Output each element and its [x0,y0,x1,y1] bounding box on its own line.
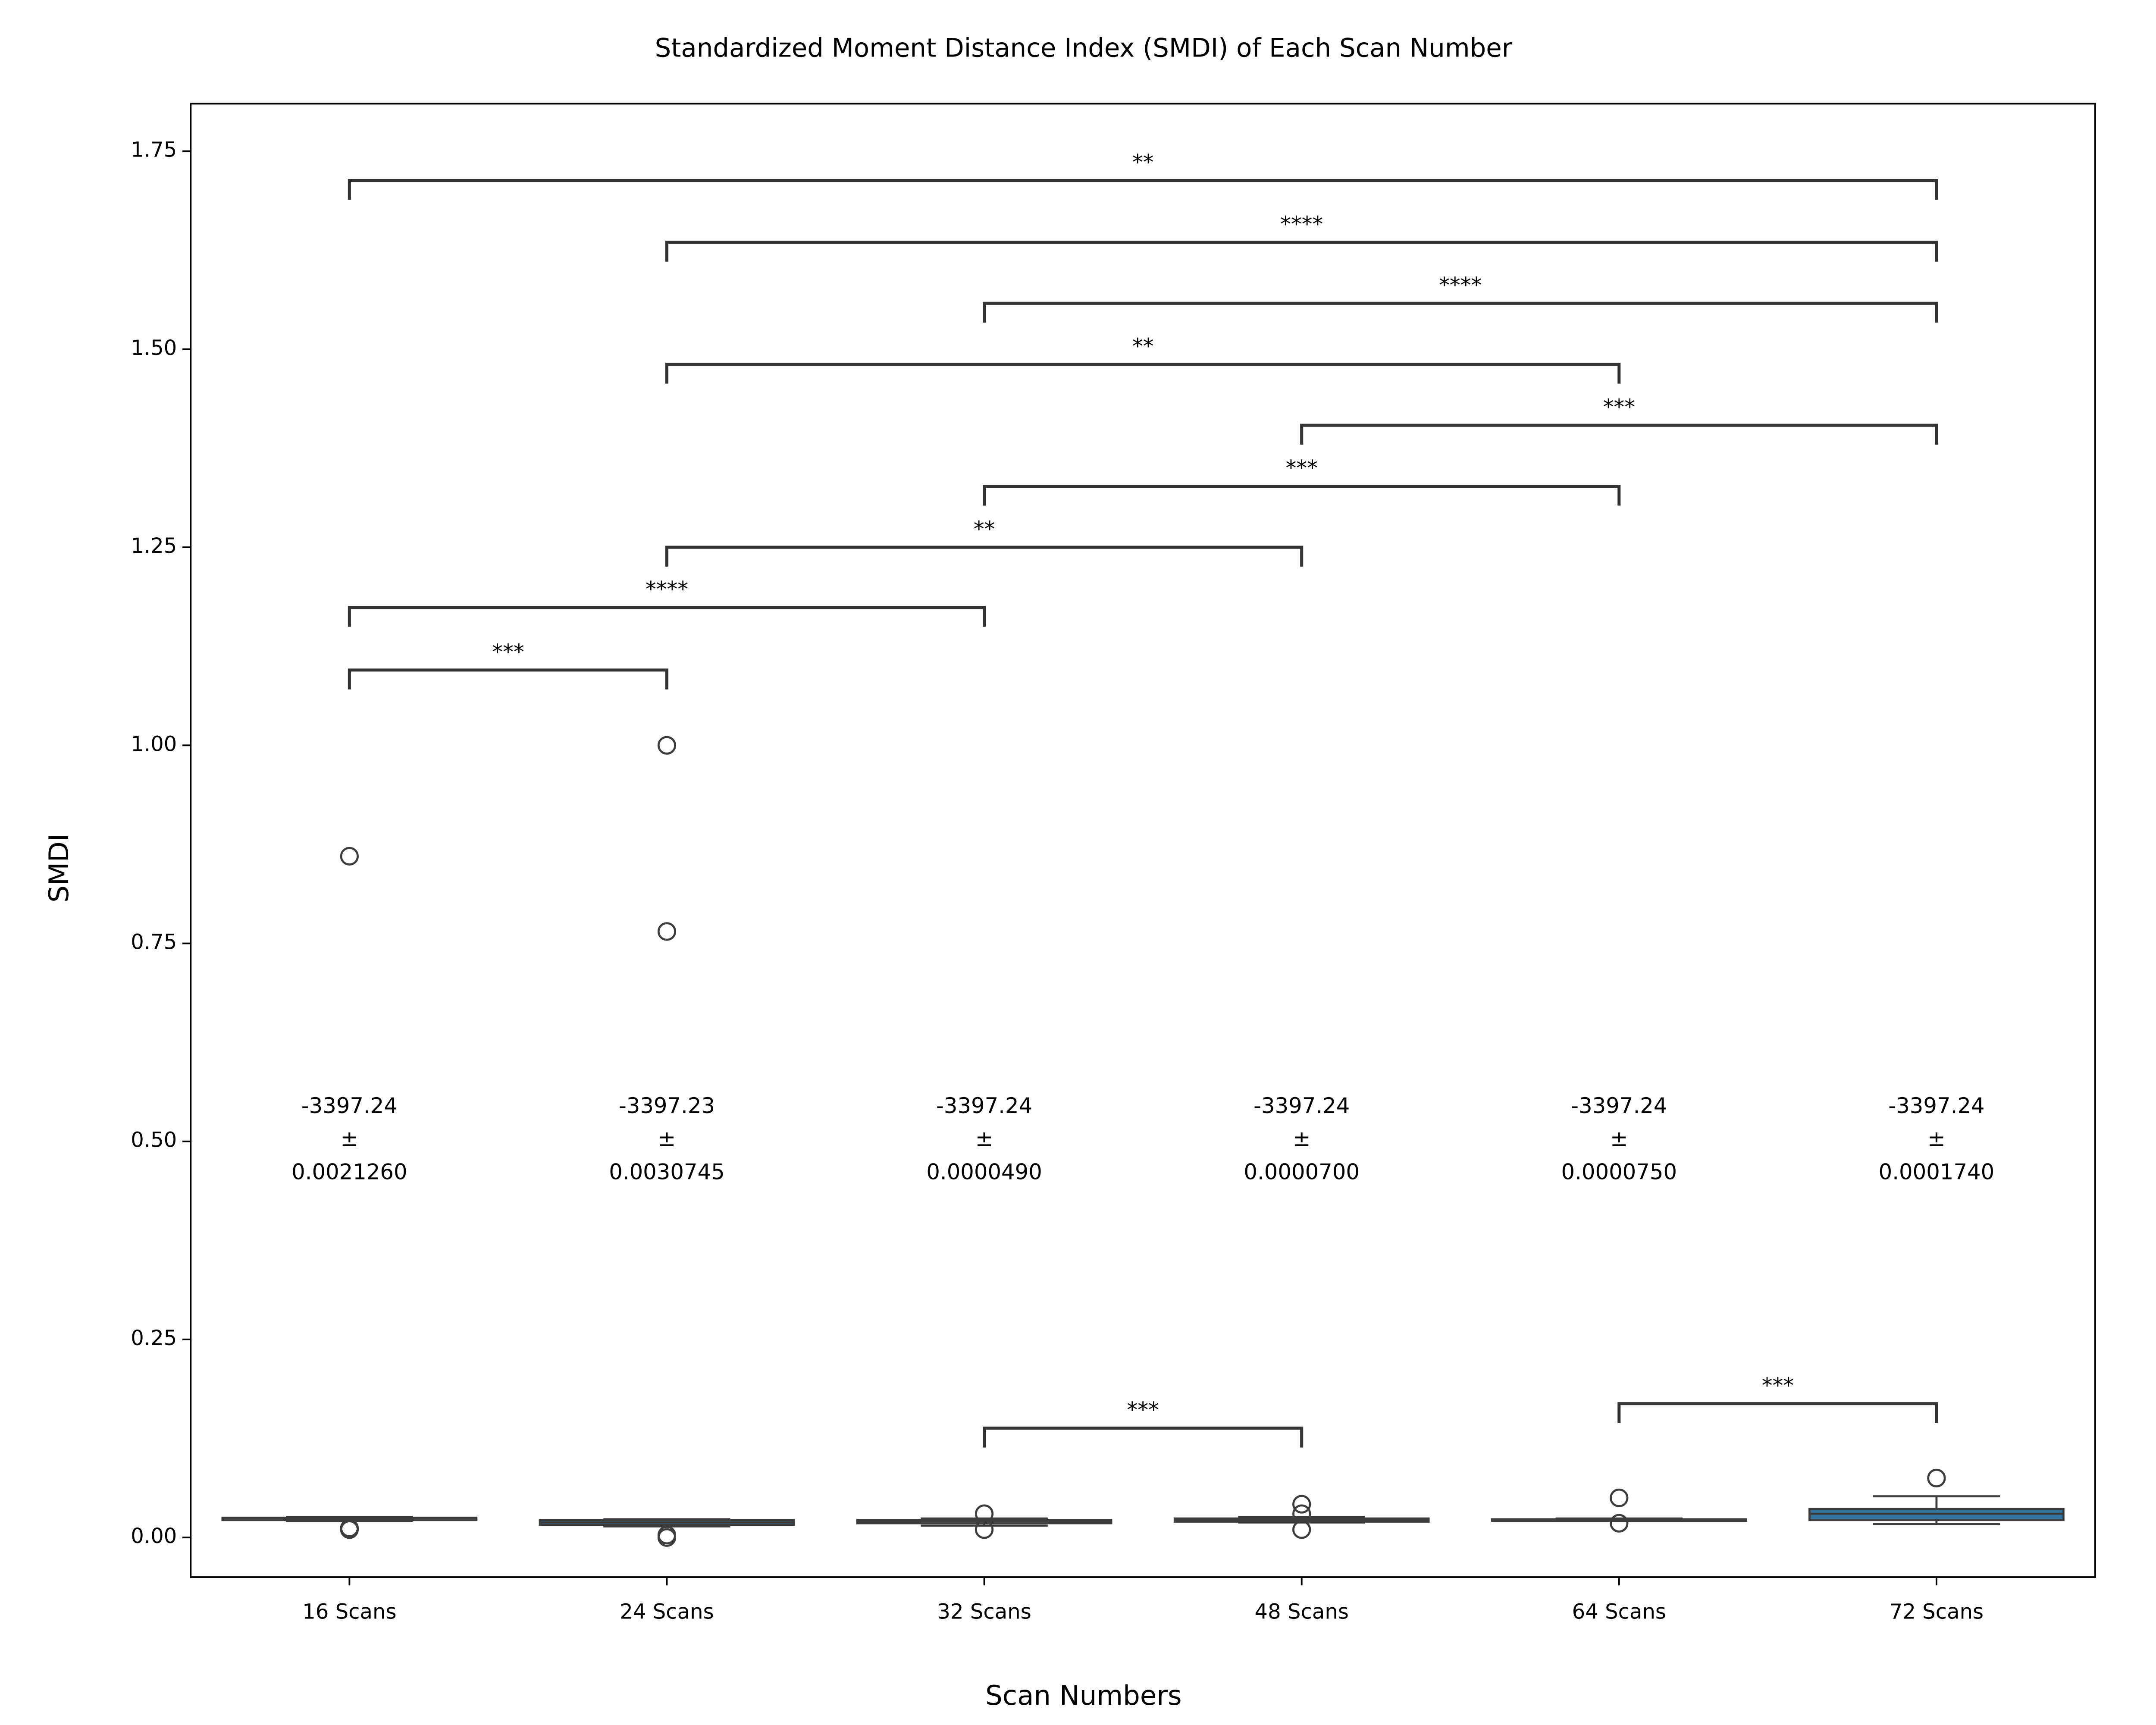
x-axis-label: Scan Numbers [985,1680,1181,1711]
outlier [1292,1520,1311,1539]
mean-annotation: -3397.24 [1253,1093,1350,1118]
mean-annotation: -3397.24 [1571,1093,1667,1118]
y-axis-label: SMDI [43,834,75,903]
x-tick-label: 72 Scans [1890,1600,1984,1624]
mean-annotation: ± [1293,1126,1311,1151]
chart-title: Standardized Moment Distance Index (SMDI… [655,33,1513,63]
y-tick-label: 1.75 [131,138,177,162]
x-tick-label: 32 Scans [937,1600,1031,1624]
y-tick-label: 0.00 [131,1524,177,1548]
outlier [657,922,677,941]
significance-bracket [665,241,1938,262]
y-tick-label: 1.00 [131,732,177,756]
mean-annotation: -3397.24 [936,1093,1032,1118]
significance-label: *** [1285,456,1317,481]
outlier [340,1520,359,1539]
outlier [975,1520,994,1539]
significance-label: *** [492,640,524,665]
significance-label: **** [646,577,688,602]
mean-annotation: 0.0030745 [609,1160,725,1185]
outlier [1927,1468,1946,1488]
significance-bracket [983,301,1938,323]
x-tick-label: 16 Scans [302,1600,396,1624]
plot-frame [190,103,2096,1578]
significance-label: *** [1603,395,1635,420]
significance-bracket [348,668,669,690]
significance-bracket [665,546,1304,567]
significance-label: *** [1127,1398,1159,1423]
y-tick-label: 1.50 [131,336,177,360]
significance-label: ** [1132,150,1154,175]
outlier [1610,1514,1629,1533]
y-tick-label: 0.75 [131,930,177,954]
x-tick-label: 24 Scans [620,1600,714,1624]
mean-annotation: 0.0001740 [1879,1160,1995,1185]
significance-bracket [983,1427,1304,1448]
mean-annotation: 0.0000700 [1244,1160,1360,1185]
significance-bracket [1617,1402,1938,1423]
y-tick-label: 1.25 [131,534,177,558]
significance-bracket [665,363,1621,384]
mean-annotation: -3397.23 [619,1093,715,1118]
mean-annotation: 0.0000750 [1561,1160,1677,1185]
x-tick-label: 48 Scans [1255,1600,1349,1624]
outlier [1292,1495,1311,1514]
significance-label: ** [1132,334,1154,359]
outlier [340,847,359,866]
y-tick-label: 0.50 [131,1128,177,1152]
significance-bracket [983,485,1621,506]
outlier [657,1528,677,1547]
mean-annotation: -3397.24 [1888,1093,1984,1118]
significance-label: **** [1439,273,1482,298]
x-tick-label: 64 Scans [1572,1600,1666,1624]
mean-annotation: 0.0000490 [926,1160,1042,1185]
mean-annotation: ± [975,1126,993,1151]
mean-annotation: ± [341,1126,359,1151]
mean-annotation: 0.0021260 [291,1160,407,1185]
mean-annotation: ± [1927,1126,1946,1151]
significance-bracket [348,606,986,627]
significance-bracket [1300,423,1938,445]
significance-label: **** [1280,212,1323,237]
significance-label: ** [974,517,995,542]
mean-annotation: ± [1610,1126,1628,1151]
mean-annotation: -3397.24 [301,1093,398,1118]
significance-bracket [348,179,1938,200]
outlier [1610,1488,1629,1507]
mean-annotation: ± [658,1126,676,1151]
y-tick-label: 0.25 [131,1326,177,1350]
significance-label: *** [1762,1373,1794,1398]
outlier [657,736,677,755]
